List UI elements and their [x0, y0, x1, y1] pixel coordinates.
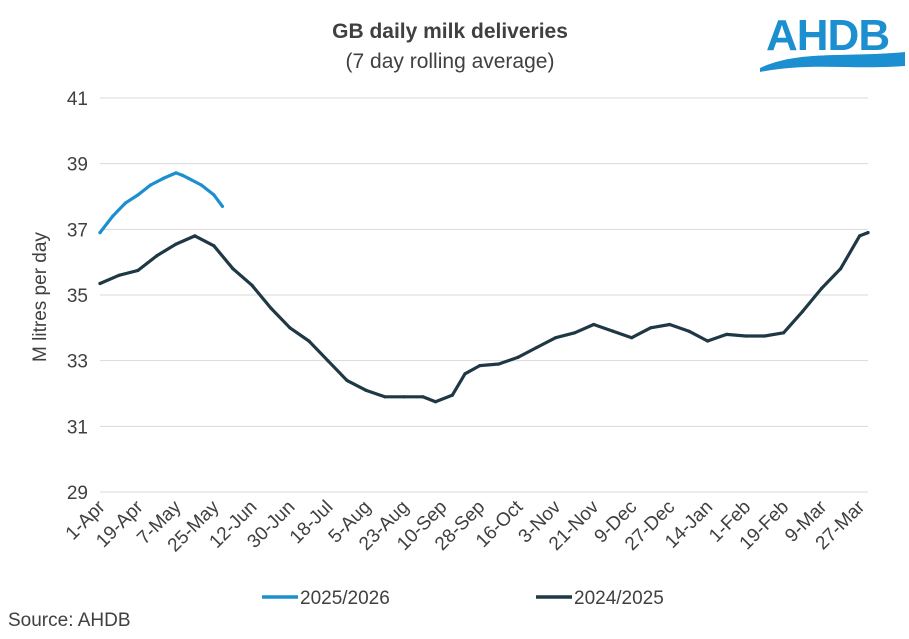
data-point: [155, 254, 159, 258]
data-point: [450, 393, 454, 397]
data-point: [668, 322, 672, 327]
gridlines: [100, 97, 868, 493]
data-point: [744, 334, 748, 338]
legend-label: 2024/2025: [574, 588, 664, 609]
data-point: [839, 267, 843, 271]
data-point: [402, 395, 406, 399]
data-point: [763, 334, 767, 338]
data-point: [288, 326, 292, 330]
data-point: [117, 273, 121, 277]
data-point: [611, 329, 615, 333]
logo-wave: [760, 52, 905, 72]
ahdb-logo: AHDB: [760, 11, 905, 72]
data-point: [866, 231, 870, 235]
data-point: [136, 268, 140, 272]
x-tick-label: 18-Jul: [286, 497, 337, 548]
y-axis-ticks: 29 31 33 35 37 39 41: [67, 89, 88, 504]
data-point: [706, 339, 710, 343]
data-point: [630, 336, 634, 340]
data-point: [220, 204, 224, 208]
data-point: [478, 364, 482, 368]
data-point: [433, 400, 438, 404]
data-point: [174, 171, 178, 175]
data-point: [516, 355, 520, 359]
x-axis-ticks: 1-Apr19-Apr7-May25-May12-Jun30-Jun18-Jul…: [62, 496, 870, 556]
data-point: [123, 201, 127, 205]
data-point: [345, 378, 349, 382]
data-point: [383, 395, 387, 399]
data-point: [111, 214, 115, 218]
data-point: [782, 331, 786, 335]
data-point: [193, 234, 197, 238]
y-tick-label: 33: [67, 352, 88, 373]
chart-subtitle: (7 day rolling average): [346, 50, 555, 73]
data-point: [592, 322, 596, 327]
data-point: [820, 286, 824, 290]
data-point: [161, 176, 165, 180]
data-point: [98, 281, 102, 286]
data-point: [326, 359, 330, 363]
y-tick-label: 31: [67, 417, 88, 438]
y-tick-label: 35: [67, 286, 88, 307]
data-point: [497, 362, 501, 366]
data-point: [554, 336, 558, 340]
data-point: [421, 395, 425, 399]
y-tick-label: 41: [67, 89, 88, 110]
data-point: [573, 331, 577, 335]
data-point: [364, 388, 368, 392]
data-point: [535, 345, 539, 350]
chart-title: GB daily milk deliveries: [332, 20, 568, 43]
legend-label: 2025/2026: [300, 588, 390, 609]
data-point: [649, 326, 653, 330]
data-point: [250, 283, 254, 287]
data-point: [174, 242, 178, 246]
data-point: [858, 234, 862, 238]
data-point: [149, 183, 153, 187]
data-point: [98, 231, 102, 235]
legend: 2025/2026 2024/2025: [262, 588, 664, 609]
data-point: [180, 173, 184, 177]
y-tick-label: 39: [67, 155, 88, 176]
data-point: [801, 309, 805, 313]
y-axis-label: M litres per day: [30, 232, 51, 362]
series-lines: [98, 171, 870, 404]
data-point: [212, 244, 216, 248]
data-point: [136, 193, 140, 197]
data-point: [231, 267, 235, 271]
y-tick-label: 37: [67, 220, 88, 241]
data-point: [212, 193, 216, 197]
data-point: [187, 176, 191, 180]
y-tick-label: 29: [67, 483, 88, 504]
data-point: [687, 329, 691, 333]
data-point: [199, 183, 203, 187]
logo-text: AHDB: [766, 11, 889, 60]
data-point: [307, 339, 311, 343]
data-point: [463, 372, 467, 376]
source-note: Source: AHDB: [8, 610, 131, 631]
data-point: [269, 306, 273, 310]
series-line: [98, 231, 870, 404]
data-point: [725, 332, 729, 336]
series-line: [98, 171, 224, 235]
